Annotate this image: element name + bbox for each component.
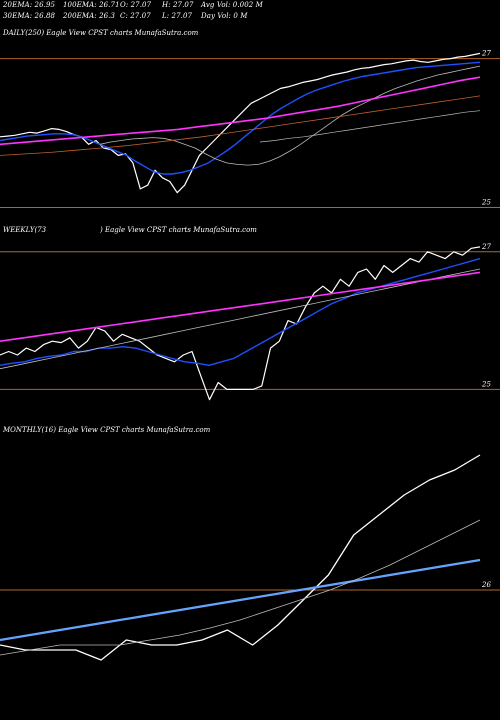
day-vol-value: Day Vol: 0 M <box>201 12 248 20</box>
ema30-value: 30EMA: 26.88 <box>3 12 56 20</box>
series-line <box>0 271 481 342</box>
weekly-panel-label-right: ) Eagle View CPST charts MunafaSutra.com <box>100 226 257 234</box>
series-line <box>0 268 481 370</box>
series-line <box>99 65 481 166</box>
ema100-value: 100EMA: 26.71 <box>63 1 120 9</box>
ema200-value: 200EMA: 26.3 <box>63 12 116 20</box>
avg-vol-value: Avg Vol: 0.002 M <box>201 1 263 9</box>
series-line <box>0 95 481 156</box>
monthly-panel-label: MONTHLY(16) Eagle View CPST charts Munaf… <box>3 426 211 434</box>
series-line <box>0 76 481 146</box>
series-line <box>0 454 481 661</box>
ema20-value: 20EMA: 26.95 <box>3 1 56 9</box>
open-value: O: 27.07 <box>120 1 152 9</box>
high-value: H: 27.07 <box>162 1 194 9</box>
low-value: L: 27.07 <box>162 12 193 20</box>
level-label: 26 <box>481 581 491 589</box>
series-line <box>0 246 481 401</box>
weekly-panel-label-left: WEEKLY(73 <box>3 226 47 234</box>
level-label: 27 <box>481 50 491 58</box>
series-line <box>0 257 481 366</box>
series-line <box>0 52 481 194</box>
level-label: 25 <box>481 380 491 388</box>
level-label: 25 <box>481 199 491 207</box>
series-line <box>0 558 481 642</box>
level-label: 27 <box>481 243 491 251</box>
close-value: C: 27.07 <box>120 12 151 20</box>
series-line <box>0 61 481 175</box>
series-line <box>259 110 481 143</box>
series-line <box>0 519 481 656</box>
daily-panel-label: DAILY(250) Eagle View CPST charts Munafa… <box>3 29 199 37</box>
